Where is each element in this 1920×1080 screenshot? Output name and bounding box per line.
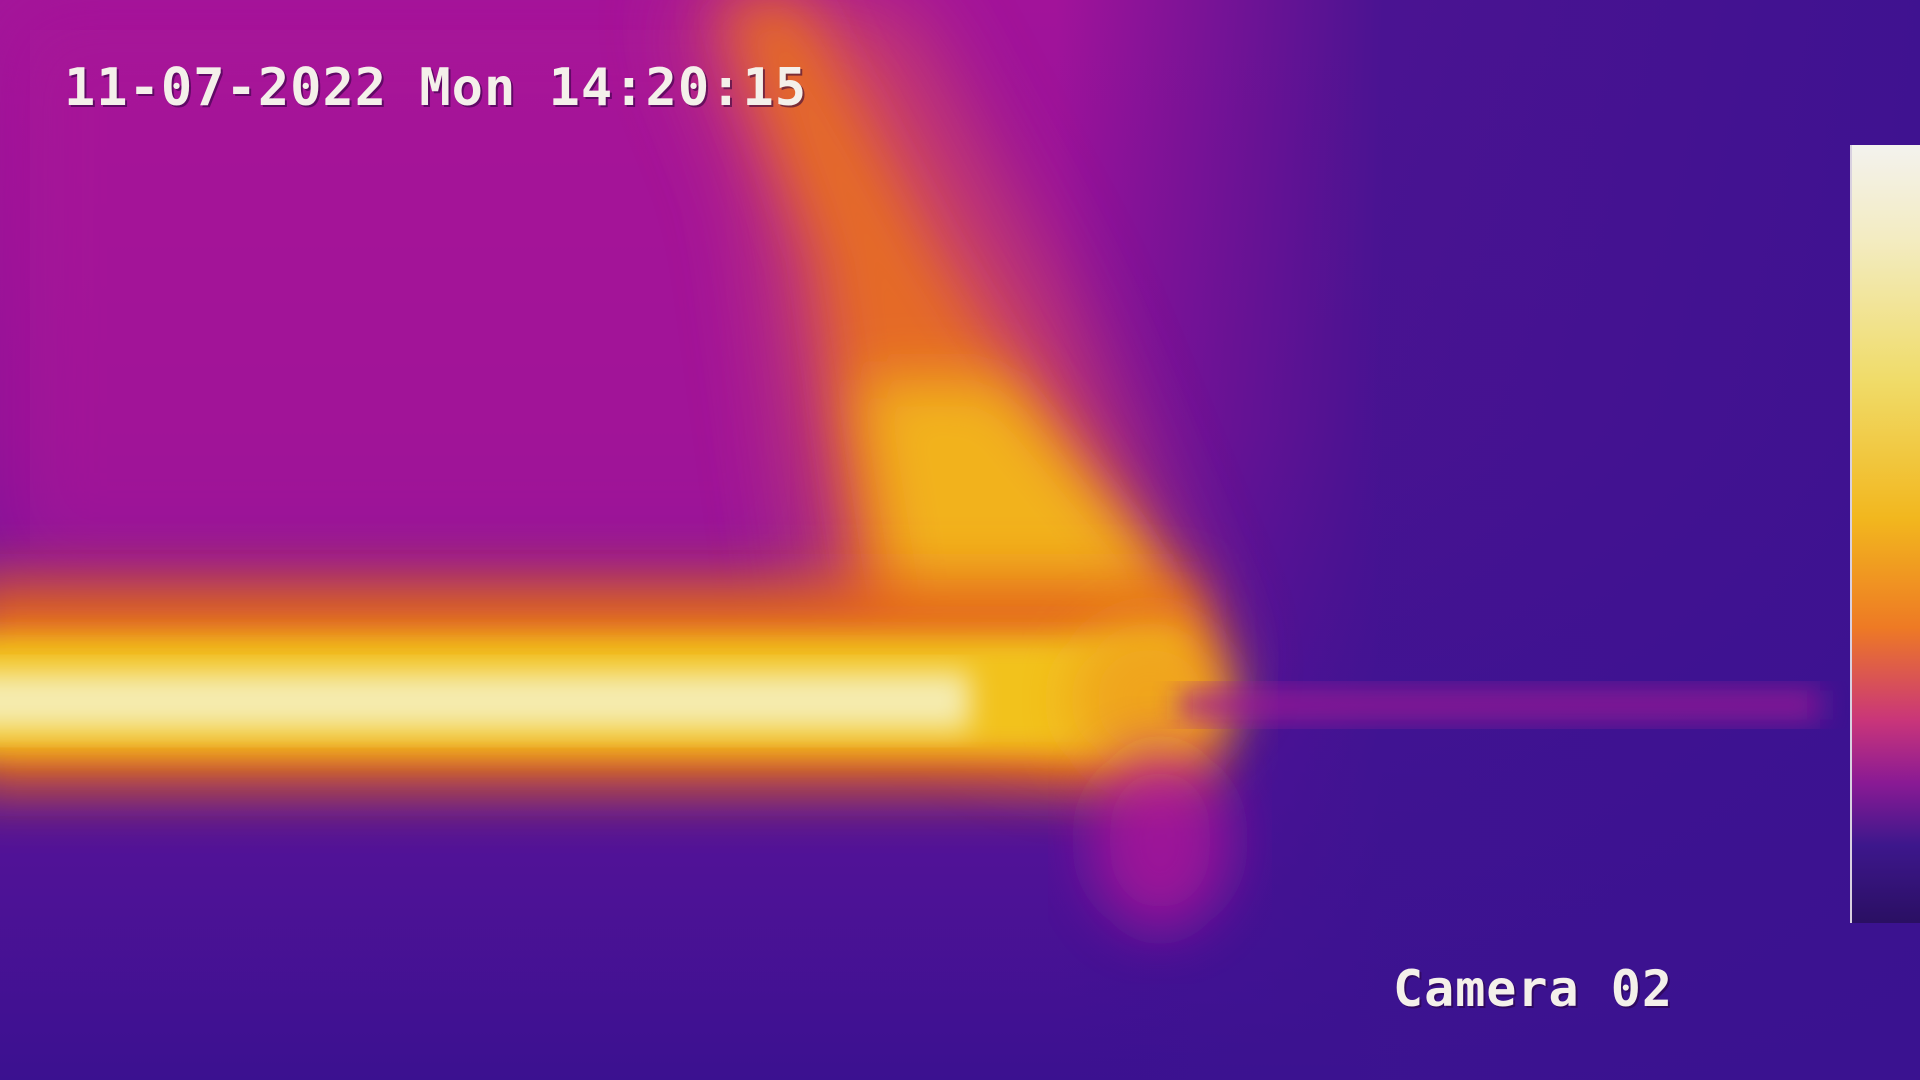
hot-pipe-core — [0, 672, 970, 730]
camera-name-overlay: Camera 02 — [1393, 960, 1673, 1018]
temperature-color-scale — [1850, 145, 1920, 923]
timestamp-overlay: 11-07-2022 Mon 14:20:15 — [64, 58, 808, 118]
pipe-continuation — [1180, 690, 1820, 720]
warm-wall-region — [0, 0, 820, 580]
warm-drip — [1090, 750, 1230, 930]
pipe-joint — [1070, 620, 1230, 780]
